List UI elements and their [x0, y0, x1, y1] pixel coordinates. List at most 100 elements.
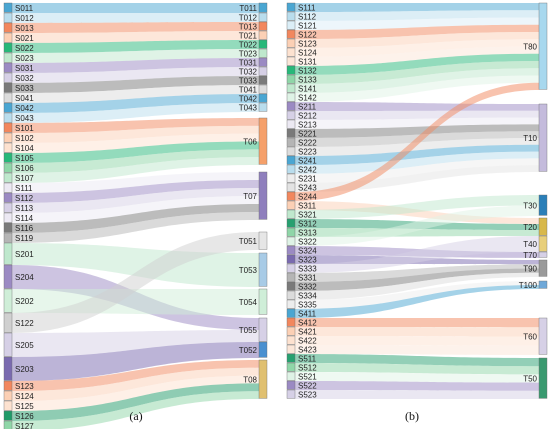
panel-a-source-label-s107: S107	[15, 174, 34, 183]
panel-b-flow-s133	[295, 61, 539, 84]
panel-b-source-label-s213: S213	[298, 121, 317, 130]
panel-b-flow-s423	[295, 345, 539, 355]
panel-b-flow-s411	[295, 285, 539, 318]
panel-a-source-label-s032: S032	[15, 74, 34, 83]
panel-a-source-node-s101	[3, 122, 13, 133]
panel-a-target-node-t041	[258, 84, 268, 94]
panel-a-flows	[12, 3, 259, 429]
panel-a-target-node-t052	[258, 341, 268, 358]
panel-a-flow-s106	[12, 149, 259, 173]
panel-b-source-node-s512	[286, 362, 296, 372]
panel-a-flow-s023	[12, 49, 259, 63]
panel-b-source-node-s422	[286, 335, 296, 345]
panel-a-source-node-s033	[3, 82, 13, 93]
panel-a-source-label-s012: S012	[15, 14, 34, 23]
panel-a-source-node-s012	[3, 12, 13, 23]
panel-b-target-node-t100	[538, 280, 548, 289]
panel-a-target-node-t031	[258, 57, 268, 67]
panel-b-source-label-s131: S131	[298, 58, 317, 67]
panel-b-source-node-s242	[286, 164, 296, 174]
panel-b-flow-s521	[295, 372, 539, 383]
panel-b-source-node-s421	[286, 326, 296, 336]
panel-a-source-node-s107	[3, 172, 13, 183]
panel-a-flow-s105	[12, 141, 259, 163]
panel-b-source-node-s522	[286, 380, 296, 390]
panel-b-source-node-s121	[286, 20, 296, 30]
panel-b-source-node-s241	[286, 155, 296, 165]
panel-b-source-node-s244	[286, 191, 296, 201]
panel-a-source-node-s114	[3, 212, 13, 223]
panel-a-source-label-s201: S201	[15, 250, 34, 259]
panel-b-source-label-s323: S323	[298, 256, 317, 265]
panel-b-flow-s412	[295, 318, 539, 328]
panel-a-target-node-t012	[258, 12, 268, 22]
panel-b-source-label-s512: S512	[298, 364, 317, 373]
panel-b-source-label-s211: S211	[298, 103, 317, 112]
panel-b-source-label-s244: S244	[298, 193, 317, 202]
panel-b-source-label-s511: S511	[298, 355, 317, 364]
panel-a-target-label-t042: T042	[239, 95, 258, 104]
panel-a-target-label-t054: T054	[239, 298, 258, 307]
panel-a-source-node-s105	[3, 152, 13, 163]
panel-b-source-label-s334: S334	[298, 292, 317, 301]
panel-a-caption: (a)	[129, 409, 142, 423]
panel-b-source-label-s311: S311	[298, 202, 317, 211]
panel-a-target-node-t07	[258, 171, 268, 220]
panel-b-source-label-s121: S121	[298, 22, 317, 31]
panel-b-target-label-t80: T80	[523, 43, 537, 52]
panel-b-flow-s132	[295, 53, 539, 75]
panel-a-target-label-t012: T012	[239, 14, 258, 23]
panel-a-source-node-s106	[3, 162, 13, 173]
panel-a-flow-s116	[12, 204, 259, 233]
panel-b-source-node-s511	[286, 353, 296, 363]
panel-a-target-label-t021: T021	[239, 32, 258, 41]
panel-b-target-label-t40: T40	[523, 240, 537, 249]
panel-a-source-node-s126	[3, 410, 13, 421]
panel-a-source-label-s123: S123	[15, 382, 34, 391]
panel-a-source-node-s041	[3, 92, 13, 103]
panel-b-flow-s112	[295, 10, 539, 21]
panel-a-flow-s104	[12, 133, 259, 153]
panel-a-source-label-s122: S122	[15, 319, 34, 328]
panel-b-target-node-t50	[538, 357, 548, 399]
panel-a-target-label-t051: T051	[239, 237, 258, 246]
panel-b-flow-s421	[295, 327, 539, 337]
panel-b-source-node-s243	[286, 182, 296, 192]
panel-b-source-label-s111: S111	[298, 4, 316, 13]
panel-b-source-node-s131	[286, 56, 296, 66]
panel-b-source-node-s133	[286, 74, 296, 84]
panel-a-target-node-t013	[258, 21, 268, 31]
panel-b-source-node-s412	[286, 317, 296, 327]
panel-a-target-label-t023: T023	[239, 50, 258, 59]
panel-a-source-node-s122	[3, 312, 13, 333]
panel-a-target-node-t011	[258, 2, 268, 13]
panel-b-target-node-t20	[538, 217, 548, 236]
panel-a-source-label-s105: S105	[15, 154, 34, 163]
panel-a-flow-s123	[12, 360, 259, 391]
panel-a-source-label-s106: S106	[15, 164, 34, 173]
panel-a-source-node-s204	[3, 264, 13, 289]
panel-a-source-node-s125	[3, 400, 13, 411]
panel-b-target-node-t30	[538, 194, 548, 216]
panel-b-source-label-s123: S123	[298, 40, 317, 49]
panel-b-flow-s335	[295, 281, 539, 309]
panel-b-source-node-s313	[286, 227, 296, 237]
panel-b-source-label-s112: S112	[298, 13, 317, 22]
panel-a-target-node-t055	[258, 317, 268, 342]
panel-b-target-label-t70: T70	[523, 251, 537, 260]
panel-a-target-label-t053: T053	[239, 266, 258, 275]
panel-b-flow-s141	[295, 68, 539, 93]
panel-b-source-node-s111	[286, 2, 296, 12]
panel-b-source-label-s332: S332	[298, 283, 317, 292]
panel-b-source-node-s212	[286, 110, 296, 120]
panel-b-target-node-t70	[538, 251, 548, 258]
panel-b-source-node-s322	[286, 236, 296, 246]
panel-b-flow-s511	[295, 354, 539, 367]
panel-b-source-node-s321	[286, 209, 296, 219]
panel-a-target-node-t021	[258, 30, 268, 40]
panel-b-source-label-s142: S142	[298, 94, 317, 103]
panel-a-flow-s102	[12, 125, 259, 143]
panel-a-flow-s022	[12, 40, 259, 53]
panel-a-target-label-t041: T041	[239, 86, 258, 95]
